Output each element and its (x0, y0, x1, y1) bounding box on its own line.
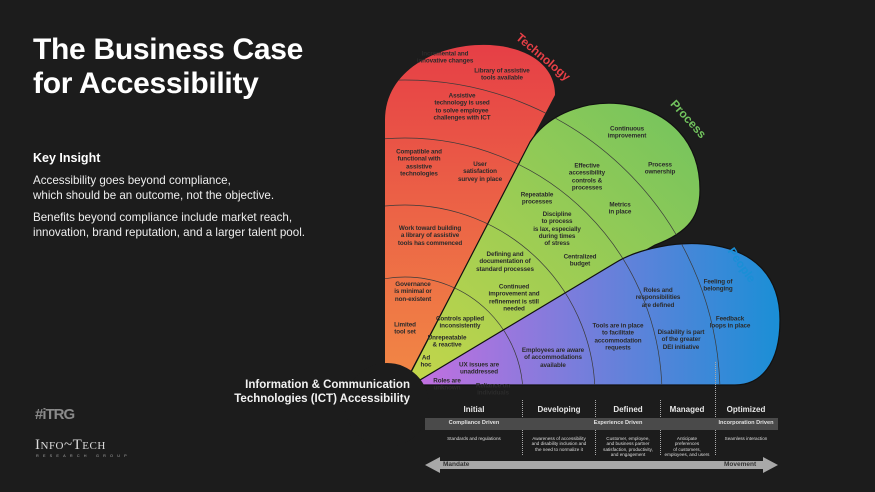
petal-label: Work toward building a library of assist… (397, 225, 463, 247)
petal-label: Roles are unknown (433, 377, 461, 392)
stage-description: Standards and regulations (447, 436, 501, 441)
arrow-label-mandate: Mandate (443, 461, 470, 468)
petal-label: Governance is minimal or non-existent (394, 281, 432, 303)
petal-label: Continuous improvement (607, 125, 647, 140)
petal-label: Centralized budget (563, 253, 597, 268)
petal-label: Feeling of belonging (703, 278, 733, 293)
petal-label: Metrics in place (608, 201, 632, 216)
petal-label: Employees are aware of accommodations av… (521, 347, 585, 369)
petal-label: Process ownership (644, 161, 676, 176)
key-insight-heading: Key Insight (33, 151, 101, 165)
stage-description: Seamless interaction (724, 436, 768, 441)
infotech-logo: Info~Tech (35, 437, 106, 453)
petal-label: Continued improvement and refinement is … (488, 283, 540, 313)
petal-label: Repeatable processes (520, 191, 554, 206)
stage-initial: Initial (463, 405, 485, 414)
stage-optimized: Optimized (726, 405, 766, 414)
stage-managed: Managed (669, 405, 705, 414)
insight-paragraph-2: Benefits beyond compliance include marke… (33, 211, 306, 239)
petal-label: Limited tool set (394, 321, 416, 336)
itrg-logo: #iTRG (35, 406, 75, 423)
people-petal (414, 243, 781, 386)
stage-description: Awareness of accessibility and disabilit… (531, 436, 587, 452)
petal-label: Assistive technology is used to solve em… (433, 92, 491, 122)
stage-defined: Defined (613, 405, 643, 414)
arrow-label-movement: Movement (724, 461, 757, 468)
petal-label: Unrepeatable & reactive (427, 334, 467, 349)
stage-developing: Developing (537, 405, 581, 414)
petal-label: Discipline to process is lax, especially… (533, 210, 581, 247)
petal-label: User satisfaction survey in place (457, 161, 503, 183)
title-line-1: The Business Case (33, 33, 304, 66)
petal-label: Incremental and innovative changes (416, 50, 474, 65)
petal-label: Compatible and functional with assistive… (396, 148, 442, 178)
petal-label: Library of assistive tools available (474, 67, 530, 82)
center-hub (345, 363, 429, 447)
petal-label: Ad hoc (420, 354, 432, 369)
stage-description: Customer, employee, and business partner… (603, 436, 653, 458)
insight-paragraph-1: Accessibility goes beyond compliance, wh… (33, 174, 275, 202)
petal-label: Reliance on individuals (475, 382, 511, 397)
driver-experience: Experience Driven (593, 420, 643, 426)
title-line-2: for Accessibility (33, 67, 259, 100)
mandate-movement-arrow (425, 457, 778, 473)
petal-label: Disability is part of the greater DEI in… (657, 329, 705, 351)
petal-label: Defining and documentation of standard p… (476, 251, 534, 273)
driver-compliance: Compliance Driven (448, 420, 500, 426)
stage-description: Anticipate preferences of customers, emp… (664, 436, 710, 458)
petal-label: UX issues are unaddressed (458, 361, 500, 376)
ict-accessibility-label: Information & Communication Technologies… (234, 379, 410, 405)
page-title: The Business Case for Accessibility (33, 33, 303, 101)
petal-label: Roles and responsibilities are defined (635, 287, 681, 309)
petal-label: Feedback loops in place (709, 315, 751, 330)
petal-label: Tools are in place to facilitate accommo… (592, 322, 644, 352)
driver-incorporation: Incorporation Driven (718, 420, 774, 426)
petal-label: Controls applied inconsistently (435, 315, 485, 330)
column-divider (715, 362, 716, 455)
driver-band (425, 418, 778, 430)
research-group-text: RESEARCH GROUP (36, 454, 131, 458)
petal-label: Effective accessibility controls & proce… (568, 162, 606, 192)
